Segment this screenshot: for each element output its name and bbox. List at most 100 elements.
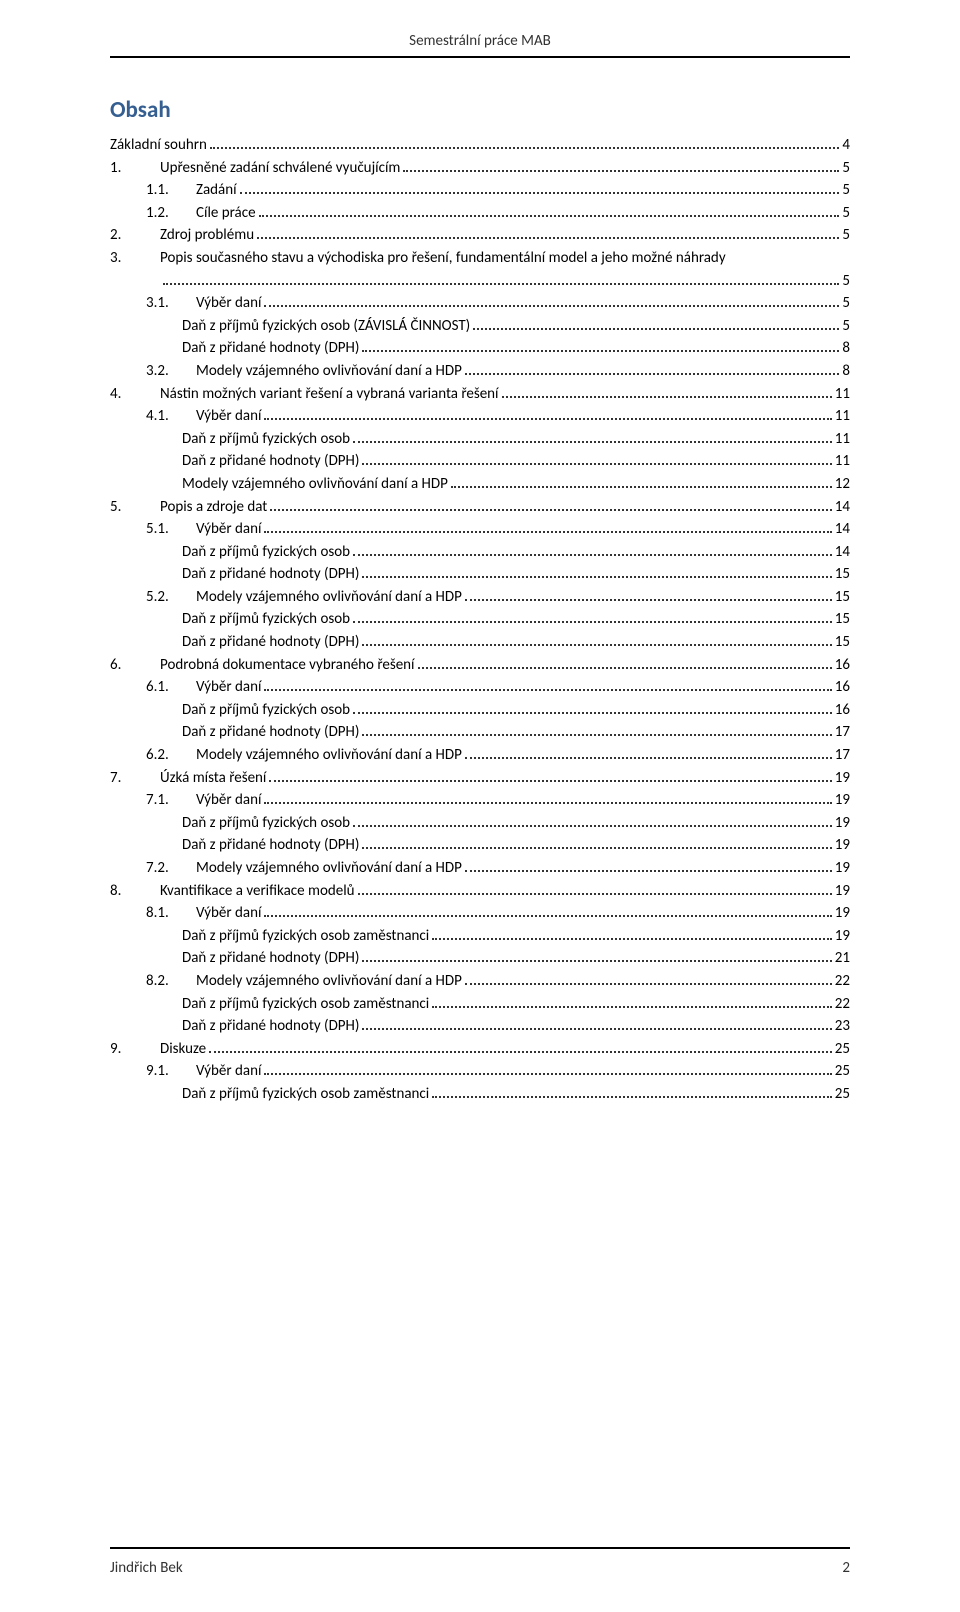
toc-page: 4 xyxy=(842,138,850,153)
toc-row[interactable]: 6.2.Modely vzájemného ovlivňování daní a… xyxy=(110,748,850,763)
toc-row[interactable]: Daň z příjmů fyzických osob zaměstnanci1… xyxy=(110,929,850,944)
toc-dots xyxy=(264,915,831,917)
toc-page: 25 xyxy=(835,1064,850,1079)
toc-row[interactable]: 1.Upřesněné zadání schválené vyučujícím5 xyxy=(110,161,850,176)
toc-row[interactable]: 2.Zdroj problému5 xyxy=(110,228,850,243)
toc-row[interactable]: 1.2.Cíle práce5 xyxy=(110,206,850,221)
toc-dots xyxy=(362,644,831,646)
toc-page: 5 xyxy=(842,274,850,289)
toc-num: 3.1. xyxy=(146,296,196,311)
toc-page: 19 xyxy=(835,771,850,786)
toc-dots xyxy=(465,983,832,985)
toc-num: 4. xyxy=(110,387,160,402)
toc-row[interactable]: Daň z příjmů fyzických osob zaměstnanci2… xyxy=(110,997,850,1012)
toc-label: Daň z přidané hodnoty (DPH) xyxy=(182,341,359,356)
toc-page: 17 xyxy=(835,748,850,763)
toc-row[interactable]: 7.1.Výběr daní19 xyxy=(110,793,850,808)
toc-row[interactable]: Modely vzájemného ovlivňování daní a HDP… xyxy=(110,477,850,492)
toc-row[interactable]: 3.2.Modely vzájemného ovlivňování daní a… xyxy=(110,364,850,379)
toc-page: 15 xyxy=(835,635,850,650)
toc-label: Daň z přidané hodnoty (DPH) xyxy=(182,635,359,650)
toc-page: 8 xyxy=(842,364,850,379)
toc-dots xyxy=(353,554,832,556)
toc-num: 5.1. xyxy=(146,522,196,537)
toc-num: 9.1. xyxy=(146,1064,196,1079)
toc-label: Výběr daní xyxy=(196,296,261,311)
toc-row[interactable]: Daň z přidané hodnoty (DPH)15 xyxy=(110,567,850,582)
toc-row[interactable]: Daň z příjmů fyzických osob14 xyxy=(110,545,850,560)
toc-label: Cíle práce xyxy=(196,206,256,221)
page-header: Semestrální práce MAB xyxy=(0,0,960,66)
toc-row[interactable]: Daň z přidané hodnoty (DPH)17 xyxy=(110,725,850,740)
toc-dots xyxy=(259,215,840,217)
toc-row[interactable]: Daň z přidané hodnoty (DPH)11 xyxy=(110,454,850,469)
toc-row[interactable]: 3.Popis současného stavu a východiska pr… xyxy=(110,251,850,266)
toc-label: Výběr daní xyxy=(196,906,261,921)
toc-page: 25 xyxy=(835,1087,850,1102)
toc-label: Daň z příjmů fyzických osob xyxy=(182,432,350,447)
toc-row[interactable]: Daň z příjmů fyzických osob11 xyxy=(110,432,850,447)
toc-row[interactable]: Daň z přidané hodnoty (DPH) 8 xyxy=(110,341,850,356)
toc-dots xyxy=(353,712,832,714)
toc-page: 5 xyxy=(842,228,850,243)
page-footer: Jindřich Bek 2 xyxy=(110,1547,850,1577)
toc-row[interactable]: Daň z přidané hodnoty (DPH)21 xyxy=(110,951,850,966)
toc-dots xyxy=(353,825,832,827)
toc-label: Zadání xyxy=(196,183,237,198)
toc-row[interactable]: Daň z přidané hodnoty (DPH)19 xyxy=(110,838,850,853)
toc-row[interactable]: 5.Popis a zdroje dat14 xyxy=(110,500,850,515)
toc-page: 19 xyxy=(835,884,850,899)
toc-row[interactable]: 6.Podrobná dokumentace vybraného řešení1… xyxy=(110,658,850,673)
toc-dots xyxy=(418,667,832,669)
toc-page: 23 xyxy=(835,1019,850,1034)
toc-row[interactable]: 9.Diskuze 25 xyxy=(110,1042,850,1057)
toc-row[interactable]: 8.2.Modely vzájemného ovlivňování daní a… xyxy=(110,974,850,989)
toc-label: Daň z příjmů fyzických osob xyxy=(182,703,350,718)
toc-num: 9. xyxy=(110,1042,160,1057)
toc-num: 7. xyxy=(110,771,160,786)
toc-row[interactable]: 5.1.Výběr daní14 xyxy=(110,522,850,537)
toc-dots xyxy=(362,960,831,962)
toc-row[interactable]: 4.1.Výběr daní11 xyxy=(110,409,850,424)
toc-row[interactable]: 8.Kvantifikace a verifikace modelů19 xyxy=(110,884,850,899)
toc-dots xyxy=(465,757,832,759)
toc-row[interactable]: Daň z příjmů fyzických osob zaměstnanci2… xyxy=(110,1087,850,1102)
toc-dots xyxy=(210,147,840,149)
toc-row[interactable]: Daň z příjmů fyzických osob (ZÁVISLÁ ČIN… xyxy=(110,319,850,334)
toc-num: 7.1. xyxy=(146,793,196,808)
toc-label: Výběr daní xyxy=(196,793,261,808)
toc-row[interactable]: Daň z přidané hodnoty (DPH)23 xyxy=(110,1019,850,1034)
toc-row[interactable]: 7.Úzká místa řešení19 xyxy=(110,771,850,786)
toc-row[interactable]: 4.Nástin možných variant řešení a vybran… xyxy=(110,387,850,402)
toc-page: 15 xyxy=(835,567,850,582)
toc-row[interactable]: 9.1.Výběr daní25 xyxy=(110,1064,850,1079)
toc-num: 3.2. xyxy=(146,364,196,379)
toc-label: Upřesněné zadání schválené vyučujícím xyxy=(160,161,400,176)
toc-num: 6. xyxy=(110,658,160,673)
toc-row[interactable]: 5.2.Modely vzájemného ovlivňování daní a… xyxy=(110,590,850,605)
toc-label: Daň z příjmů fyzických osob xyxy=(182,545,350,560)
toc-dots xyxy=(403,170,839,172)
toc-page: 25 xyxy=(835,1042,850,1057)
toc-row[interactable]: Daň z příjmů fyzických osob19 xyxy=(110,816,850,831)
toc-row[interactable]: Daň z příjmů fyzických osob15 xyxy=(110,612,850,627)
toc-row[interactable]: 5 xyxy=(110,274,850,289)
header-rule xyxy=(110,56,850,58)
toc-row[interactable]: 7.2.Modely vzájemného ovlivňování daní a… xyxy=(110,861,850,876)
toc-dots xyxy=(465,870,832,872)
toc-page: 8 xyxy=(842,341,850,356)
toc-row[interactable]: Daň z přidané hodnoty (DPH) 15 xyxy=(110,635,850,650)
toc-row[interactable]: Daň z příjmů fyzických osob16 xyxy=(110,703,850,718)
toc-row[interactable]: 8.1.Výběr daní19 xyxy=(110,906,850,921)
toc-dots xyxy=(362,576,831,578)
toc-label: Zdroj problému xyxy=(160,228,254,243)
toc-label: Diskuze xyxy=(160,1042,206,1057)
toc-row[interactable]: Základní souhrn4 xyxy=(110,138,850,153)
toc-dots xyxy=(358,893,832,895)
toc-label: Daň z přidané hodnoty (DPH) xyxy=(182,838,359,853)
toc-row[interactable]: 6.1.Výběr daní16 xyxy=(110,680,850,695)
toc-row[interactable]: 1.1.Zadání5 xyxy=(110,183,850,198)
toc-row[interactable]: 3.1.Výběr daní5 xyxy=(110,296,850,311)
toc-dots xyxy=(353,621,832,623)
toc-num: 8. xyxy=(110,884,160,899)
